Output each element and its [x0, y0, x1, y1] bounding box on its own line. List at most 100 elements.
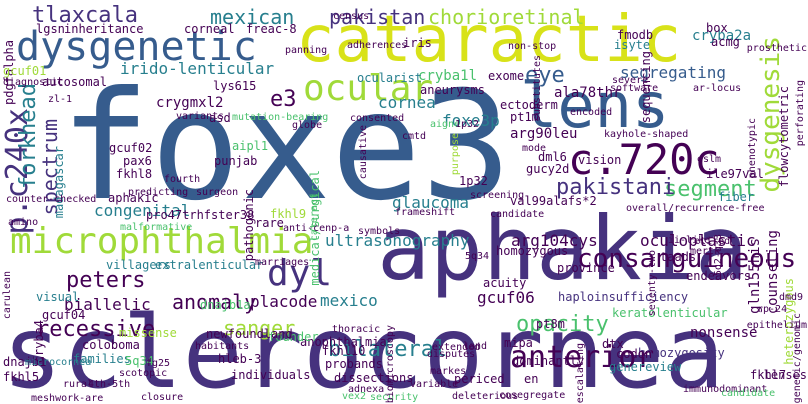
cloud-word: scotopic: [119, 368, 168, 379]
cloud-word: missense: [119, 326, 177, 340]
cloud-word: peters: [66, 268, 146, 293]
cloud-word: cosegregate: [499, 390, 566, 401]
cloud-word: perforating: [795, 80, 806, 147]
cloud-word: pathogenic: [242, 189, 256, 262]
cloud-word: 1p32: [459, 174, 488, 188]
cloud-word: homozygosity: [638, 346, 725, 360]
cloud-word: box: [706, 21, 728, 35]
cloud-word: encoded: [570, 107, 613, 118]
cloud-word: aipl1: [232, 139, 269, 153]
cloud-word: eslm: [697, 154, 722, 165]
cloud-word: fkhl8: [116, 167, 153, 181]
cloud-word: en: [524, 372, 539, 386]
cloud-word: mexico: [320, 291, 378, 310]
cloud-word: carulean: [2, 271, 13, 320]
cloud-word: fkhl5: [3, 370, 40, 384]
cloud-word: gcuf02: [109, 141, 153, 155]
cloud-word: extralenticular: [155, 258, 264, 272]
cloud-word: marriages: [255, 257, 310, 268]
cloud-word: biallelic: [64, 295, 151, 314]
cloud-word: mertk: [690, 246, 721, 257]
cloud-word: immunodominant: [683, 384, 768, 395]
cloud-word: mutation-bearing: [232, 112, 329, 123]
cloud-word: 4th-5th: [88, 379, 131, 390]
cloud-word: segregating: [620, 63, 726, 82]
cloud-word: consented: [350, 113, 405, 124]
cloud-word: predicting: [128, 187, 189, 198]
cloud-word: land: [463, 341, 488, 352]
cloud-word: non-stop: [508, 41, 557, 52]
cloud-word: closure: [141, 392, 184, 403]
cloud-word: thoracic: [332, 324, 381, 335]
cloud-word: ultrasonography: [325, 231, 470, 250]
cloud-word: lenses: [763, 368, 807, 382]
cloud-word: founder: [268, 330, 319, 344]
cloud-word: bilateral: [328, 337, 448, 362]
cloud-word: acmg: [711, 35, 740, 49]
cloud-word: lys615: [213, 79, 257, 93]
cloud-word: zl-1: [48, 94, 73, 105]
cloud-word: kayhole-shaped: [604, 129, 689, 140]
cloud-word: glaucoma: [392, 193, 470, 212]
cloud-word: cryba2a: [692, 28, 752, 44]
cloud-word: fiber: [718, 190, 755, 204]
cloud-word: panning: [285, 45, 328, 56]
cloud-word: foxe3p: [442, 111, 500, 130]
cloud-word: gcuf01: [3, 64, 47, 78]
cloud-word: fkhl10: [322, 344, 366, 358]
cloud-word: retired: [688, 236, 731, 247]
cloud-word: individuals: [231, 368, 311, 382]
cloud-word: lens: [520, 69, 670, 142]
cloud-word: homozygous: [496, 244, 569, 258]
cloud-word: c.720c: [568, 135, 720, 184]
cloud-word: fkhl7: [750, 368, 787, 382]
cloud-word: dnajb1a: [200, 298, 251, 312]
cloud-word: pakistan: [329, 5, 426, 29]
cloud-word: variable: [410, 379, 459, 390]
cloud-word: census: [333, 11, 370, 22]
cloud-word: dtx: [602, 337, 624, 351]
cloud-word: hleb-3: [218, 352, 262, 366]
cloud-word: 5q34: [465, 251, 490, 262]
cloud-word: province: [557, 261, 615, 275]
cloud-word: meshwork-are: [31, 393, 104, 404]
cloud-word: aneurysms: [420, 83, 486, 97]
cloud-word: frameshift: [395, 207, 456, 218]
cloud-word: ala78thr: [554, 85, 622, 101]
cloud-word: segment: [664, 177, 757, 202]
cloud-word: habitants: [195, 341, 250, 352]
cloud-word: cornea: [378, 93, 436, 112]
cloud-word: counter-checked: [6, 194, 97, 205]
cloud-word: causative: [358, 125, 369, 180]
cloud-word: arg90leu: [510, 126, 578, 142]
cloud-word: flowcytometric: [777, 86, 791, 188]
cloud-word: pro47trhfster38: [146, 208, 255, 222]
cloud-word: phenotypic: [747, 118, 758, 179]
cloud-word: ar-locus: [693, 83, 742, 94]
cloud-word: codon: [616, 347, 653, 361]
cloud-word: screening: [470, 190, 525, 201]
cloud-word: eye: [525, 63, 565, 88]
cloud-word: rare: [255, 216, 284, 230]
cloud-word: cmtd: [402, 131, 427, 142]
cloud-word: taads: [660, 250, 697, 264]
cloud-word: fg25: [146, 358, 171, 369]
cloud-word: software: [610, 83, 659, 94]
cloud-word: mipa: [504, 336, 533, 350]
cloud-word: crygmxl2: [156, 95, 224, 111]
cloud-word: vex2: [342, 391, 367, 402]
cloud-word: variants: [176, 111, 225, 122]
cloud-word: 5q34: [125, 354, 154, 368]
cloud-word: newfoundland: [206, 327, 293, 341]
cloud-word: iris: [403, 36, 432, 50]
cloud-word: cataractic: [296, 3, 682, 77]
cloud-word: seventy-two: [647, 250, 658, 317]
cloud-word: freac-8: [246, 22, 297, 36]
cloud-word: diagnostic: [3, 77, 64, 88]
cloud-word: fourth: [164, 174, 201, 185]
cloud-word: surgeon: [196, 187, 239, 198]
cloud-word: periced: [454, 372, 505, 386]
cloud-word: foxe3: [60, 60, 512, 234]
cloud-word: 5q2-q33: [713, 234, 724, 277]
cloud-word: overall/recurrence-free: [626, 203, 765, 214]
